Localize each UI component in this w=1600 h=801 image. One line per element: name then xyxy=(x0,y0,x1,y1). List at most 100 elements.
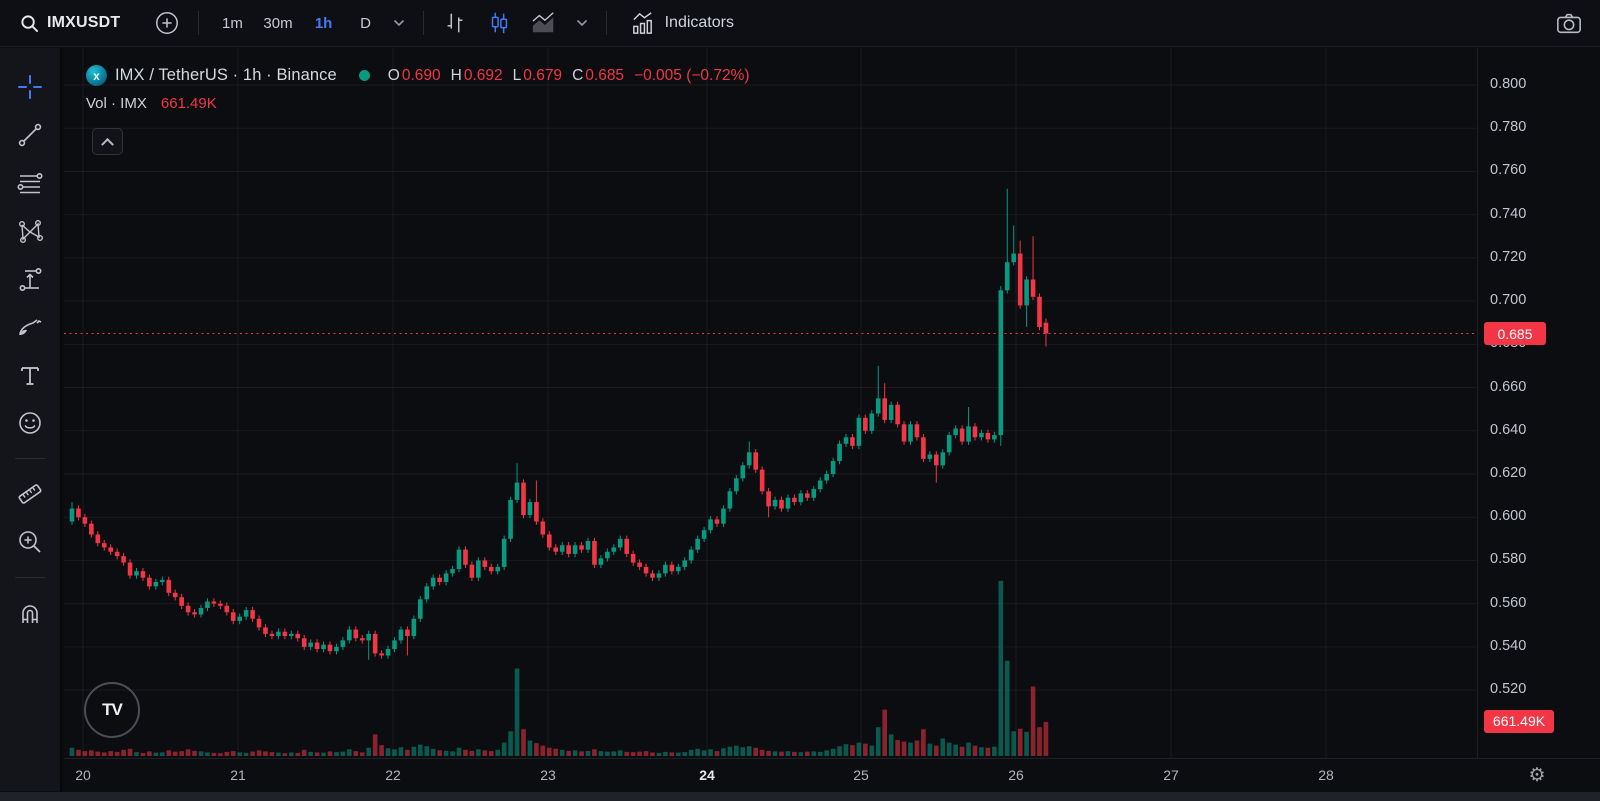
time-axis-label: 24 xyxy=(699,767,715,783)
chevron-up-icon xyxy=(101,137,114,151)
volume-legend: Vol · IMX 661.49K xyxy=(86,95,750,112)
long-position-icon xyxy=(19,268,42,291)
interval-D[interactable]: D xyxy=(347,7,385,39)
plus-circle-icon xyxy=(156,12,179,34)
time-axis-label: 23 xyxy=(540,767,556,783)
screenshot-button[interactable] xyxy=(1550,5,1588,41)
emoji-icon xyxy=(19,412,41,434)
tool-zoom-in[interactable] xyxy=(11,523,49,561)
volume-label[interactable]: Vol · IMX xyxy=(86,95,147,112)
drawing-toolbar xyxy=(0,48,62,791)
low-value: 0.679 xyxy=(523,66,563,84)
price-axis-label: 0.640 xyxy=(1490,421,1527,438)
area-style-button[interactable] xyxy=(526,5,562,41)
bottom-edge-strip xyxy=(0,792,1600,801)
price-axis-label: 0.560 xyxy=(1490,594,1527,611)
zoom-in-icon xyxy=(19,531,41,553)
tradingview-watermark[interactable]: TV xyxy=(84,682,140,738)
price-axis-label: 0.520 xyxy=(1490,681,1527,698)
market-status-dot[interactable] xyxy=(358,70,370,81)
indicators-button[interactable]: Indicators xyxy=(621,5,742,41)
time-axis-label: 27 xyxy=(1163,767,1179,783)
interval-1m[interactable]: 1m xyxy=(213,7,251,39)
symbol-label: IMXUSDT xyxy=(47,14,121,31)
brush-icon xyxy=(19,319,42,336)
toolbar-separator xyxy=(605,11,607,35)
price-axis-label: 0.720 xyxy=(1490,248,1527,265)
high-value: 0.692 xyxy=(463,66,503,84)
tool-text[interactable] xyxy=(11,356,49,394)
tool-xabcd-pattern[interactable] xyxy=(11,212,49,250)
tradingview-logo: TV xyxy=(102,700,123,719)
interval-30m[interactable]: 30m xyxy=(255,7,300,39)
interval-1h[interactable]: 1h xyxy=(305,7,343,39)
open-value: 0.690 xyxy=(401,66,441,84)
price-axis-label: 0.780 xyxy=(1490,119,1527,136)
tool-emoji[interactable] xyxy=(11,404,49,442)
time-axis[interactable]: 20 21 22 23 24 25 26 27 28 xyxy=(64,758,1600,792)
time-axis-label: 22 xyxy=(385,767,401,783)
tool-trend-line[interactable] xyxy=(11,116,49,154)
indicators-icon xyxy=(632,11,652,34)
sidebar-separator xyxy=(15,577,45,578)
price-axis-label: 0.580 xyxy=(1490,551,1527,568)
interval-group: 1m 30m 1h D xyxy=(213,5,408,41)
candlestick-chart xyxy=(64,48,1477,758)
price-axis-label: 0.800 xyxy=(1490,76,1527,92)
tool-fib-retracement[interactable] xyxy=(11,164,49,202)
candles-style-icon xyxy=(491,12,507,34)
volume-value: 661.49K xyxy=(160,95,217,112)
pane-collapse-button[interactable] xyxy=(92,128,123,155)
indicators-label: Indicators xyxy=(664,14,734,31)
last-price-badge[interactable]: 0.685 xyxy=(1484,322,1546,345)
price-axis-label: 0.600 xyxy=(1490,508,1527,525)
trend-line-icon xyxy=(18,123,42,147)
chart-style-group xyxy=(438,5,592,41)
tool-crosshair[interactable] xyxy=(11,68,49,106)
close-label: C xyxy=(572,66,584,84)
volume-value-badge[interactable]: 661.49K xyxy=(1484,709,1554,733)
chart-pane[interactable]: x IMX / TetherUS · 1h · Binance O 0.690 H… xyxy=(64,48,1600,801)
bars-style-icon xyxy=(447,13,463,33)
time-axis-label: 28 xyxy=(1318,767,1334,783)
price-axis-label: 0.540 xyxy=(1490,637,1527,654)
xabcd-pattern-icon xyxy=(18,219,44,244)
interval-dropdown-button[interactable] xyxy=(389,5,409,41)
chevron-down-icon xyxy=(393,19,404,27)
time-axis-label: 20 xyxy=(75,767,91,783)
area-style-icon xyxy=(531,12,554,33)
symbol-title[interactable]: IMX / TetherUS · 1h · Binance xyxy=(115,66,337,84)
tool-brush[interactable] xyxy=(11,308,49,346)
high-label: H xyxy=(450,66,462,84)
top-toolbar: IMXUSDT 1m 30m 1h D xyxy=(0,0,1600,47)
price-axis[interactable]: 0.8000.7800.7600.7400.7200.7000.6800.660… xyxy=(1477,48,1600,758)
gear-icon: ⚙ xyxy=(1528,765,1546,786)
tool-measure[interactable] xyxy=(11,475,49,513)
search-icon xyxy=(21,14,39,32)
bars-style-button[interactable] xyxy=(438,5,472,41)
price-axis-label: 0.760 xyxy=(1490,162,1527,179)
axis-settings-button[interactable]: ⚙ xyxy=(1522,763,1552,789)
time-axis-label: 21 xyxy=(230,767,246,783)
close-value: 0.685 xyxy=(585,66,625,84)
low-label: L xyxy=(512,66,522,84)
add-symbol-button[interactable] xyxy=(150,5,184,41)
style-dropdown-button[interactable] xyxy=(572,5,592,41)
price-axis-label: 0.700 xyxy=(1490,292,1527,309)
change-value: −0.005 (−0.72%) xyxy=(634,66,750,84)
toolbar-separator xyxy=(198,11,200,35)
sidebar-separator xyxy=(15,458,45,459)
price-axis-label: 0.620 xyxy=(1490,464,1527,481)
price-axis-label: 0.660 xyxy=(1490,378,1527,395)
time-axis-label: 25 xyxy=(853,767,869,783)
symbol-search-button[interactable]: IMXUSDT xyxy=(12,5,128,41)
candles-style-button[interactable] xyxy=(482,5,516,41)
crosshair-icon xyxy=(18,75,42,99)
tool-long-position[interactable] xyxy=(11,260,49,298)
open-label: O xyxy=(387,66,400,84)
text-icon xyxy=(21,367,39,385)
chevron-down-icon xyxy=(576,19,587,27)
chart-legend: x IMX / TetherUS · 1h · Binance O 0.690 H… xyxy=(86,63,750,112)
tool-magnet[interactable] xyxy=(11,594,49,632)
